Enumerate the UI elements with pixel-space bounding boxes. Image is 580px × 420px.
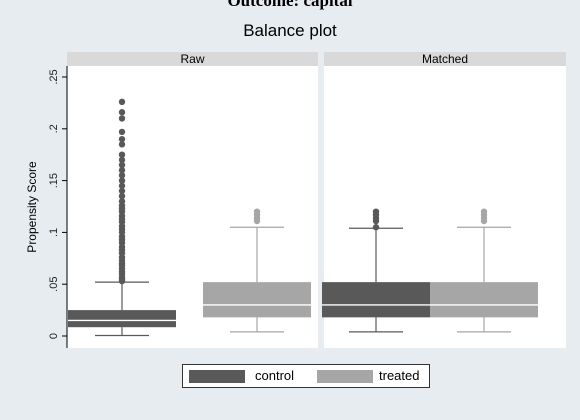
strip-raw <box>67 52 318 66</box>
boxes-matched <box>322 208 538 333</box>
legend: control treated <box>182 364 430 388</box>
strip-matched <box>324 52 566 66</box>
strip-label-matched: Matched <box>422 52 468 66</box>
figure-caption: Outcome: capital <box>227 0 353 10</box>
box-treated <box>430 282 538 318</box>
box-treated <box>203 282 311 318</box>
outlier-point <box>118 182 126 189</box>
outlier-point <box>118 192 126 200</box>
y-axis-label: Propensity Score <box>25 161 39 253</box>
box-control <box>68 310 176 328</box>
outlier-point <box>372 224 380 231</box>
y-axis: 0 .05 .1 .15 .2 .25 Propensity Score <box>25 66 68 348</box>
outlier-point <box>118 187 126 195</box>
legend-label-control: control <box>255 368 295 383</box>
y-tick-label: .1 <box>48 228 60 237</box>
outlier-point <box>118 198 126 205</box>
panel-raw: Raw <box>67 52 318 348</box>
legend-label-treated: treated <box>379 368 420 383</box>
outlier-point <box>253 208 261 215</box>
y-tick-label: .15 <box>48 173 60 188</box>
chart-title: Balance plot <box>243 21 337 40</box>
panel-matched: Matched <box>322 52 566 348</box>
outlier-point <box>480 208 488 215</box>
y-tick-label: 0 <box>48 333 60 339</box>
strip-label-raw: Raw <box>180 52 204 66</box>
outlier-point <box>118 156 126 164</box>
outlier-point <box>118 98 126 106</box>
outlier-point <box>118 167 126 174</box>
legend-swatch-control <box>189 370 245 383</box>
outlier-point <box>118 141 126 148</box>
outlier-point <box>118 135 126 143</box>
y-tick-label: .25 <box>48 69 60 84</box>
outlier-point <box>118 161 126 169</box>
y-tick-label: .2 <box>48 124 60 133</box>
outlier-point <box>118 109 126 116</box>
outlier-point <box>118 172 126 179</box>
legend-swatch-treated <box>317 370 373 383</box>
outlier-point <box>118 115 126 122</box>
outlier-point <box>372 208 380 215</box>
y-tick-label: .05 <box>48 277 60 292</box>
boxes-raw <box>68 98 311 337</box>
outlier-point <box>118 177 126 184</box>
y-ticks: 0 .05 .1 .15 .2 .25 <box>48 69 67 339</box>
outlier-point <box>118 151 126 158</box>
box-control <box>322 282 430 318</box>
outlier-point <box>118 128 126 136</box>
